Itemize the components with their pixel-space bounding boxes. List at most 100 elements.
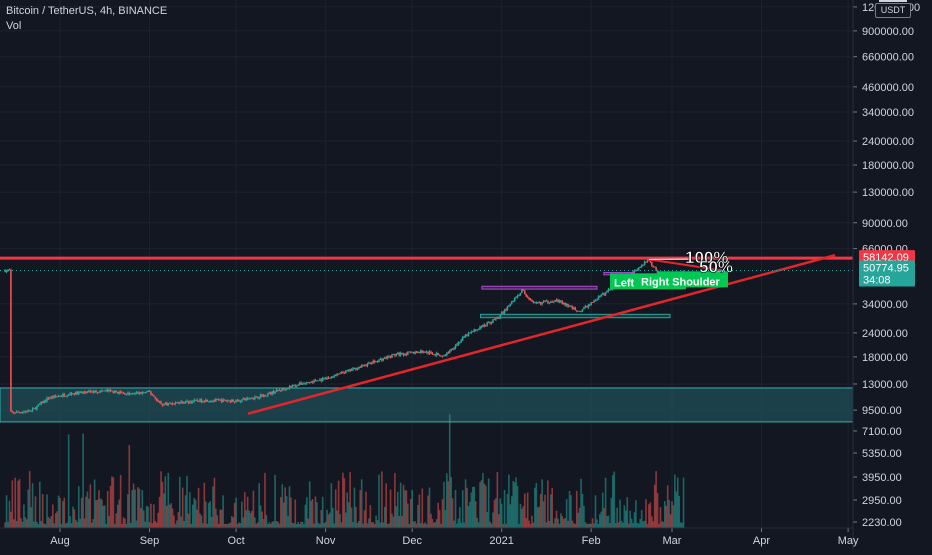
volume-bar bbox=[510, 504, 512, 528]
volume-bar bbox=[320, 510, 322, 528]
volume-bar bbox=[642, 521, 644, 528]
volume-bar bbox=[201, 515, 203, 528]
volume-bar bbox=[32, 483, 34, 528]
volume-bar bbox=[289, 486, 291, 528]
currency-unit: USDT bbox=[881, 5, 906, 15]
volume-bar bbox=[501, 504, 503, 528]
candle-body bbox=[186, 401, 188, 402]
candle-body bbox=[163, 404, 165, 405]
volume-bar bbox=[193, 498, 195, 528]
volume-bar bbox=[61, 524, 63, 528]
candle-body bbox=[365, 366, 367, 367]
candle-body bbox=[595, 301, 597, 302]
indicator-label[interactable]: Vol bbox=[6, 19, 167, 34]
volume-bar bbox=[424, 522, 426, 528]
volume-bar bbox=[495, 498, 497, 528]
candle-body bbox=[329, 378, 331, 379]
volume-bar bbox=[600, 512, 602, 528]
candle-body bbox=[354, 368, 356, 369]
time-tick-label: 2021 bbox=[489, 535, 513, 547]
candle-body bbox=[533, 301, 535, 302]
volume-bar bbox=[130, 523, 132, 528]
price-tick-label: 130000.00 bbox=[862, 187, 914, 199]
volume-bar bbox=[387, 524, 389, 528]
volume-bar bbox=[372, 522, 374, 528]
time-tick-label: Sep bbox=[140, 535, 160, 547]
price-tick-label: 340000.00 bbox=[862, 107, 914, 119]
volume-bar bbox=[486, 512, 488, 528]
candle-body bbox=[271, 391, 273, 394]
candle-body bbox=[312, 382, 314, 383]
volume-bar bbox=[263, 519, 265, 528]
volume-bar bbox=[344, 478, 346, 528]
volume-bar bbox=[227, 524, 229, 528]
volume-bar bbox=[17, 481, 19, 528]
candle-body bbox=[152, 394, 154, 395]
volume-bar bbox=[322, 497, 324, 528]
candle-body bbox=[62, 394, 64, 396]
candle-body bbox=[136, 393, 138, 394]
candle-body bbox=[432, 353, 434, 355]
volume-bar bbox=[420, 523, 422, 528]
range-box-purple[interactable] bbox=[482, 286, 597, 289]
volume-bar bbox=[436, 519, 438, 528]
volume-bar bbox=[20, 518, 22, 528]
candle-body bbox=[385, 357, 387, 358]
range-box-teal[interactable] bbox=[481, 314, 670, 317]
volume-bar bbox=[641, 510, 643, 528]
candle-body bbox=[222, 399, 224, 402]
volume-bar bbox=[482, 473, 484, 528]
volume-bar bbox=[163, 493, 165, 528]
currency-unit-badge[interactable]: USDT bbox=[875, 3, 911, 18]
volume-bar bbox=[572, 521, 574, 528]
volume-bar bbox=[384, 507, 386, 528]
candle-body bbox=[20, 412, 22, 413]
candle-body bbox=[469, 333, 471, 334]
candle-body bbox=[511, 301, 513, 303]
candle-body bbox=[440, 356, 442, 357]
candle-body bbox=[263, 395, 265, 396]
candle-body bbox=[43, 401, 45, 404]
volume-bar bbox=[131, 490, 133, 528]
volume-bar bbox=[540, 494, 542, 528]
candle-body bbox=[427, 352, 429, 354]
candle-body bbox=[638, 268, 640, 270]
candle-body bbox=[120, 392, 122, 393]
candle-body bbox=[238, 400, 240, 401]
candle-body bbox=[429, 352, 431, 354]
candle-body bbox=[319, 380, 321, 381]
volume-bar bbox=[644, 521, 646, 528]
volume-bar bbox=[345, 513, 347, 528]
volume-bar bbox=[677, 478, 679, 528]
volume-bar bbox=[377, 520, 379, 528]
volume-bar bbox=[566, 499, 568, 528]
candle-body bbox=[420, 351, 422, 353]
volume-bar bbox=[81, 498, 83, 528]
candle-body bbox=[384, 357, 386, 358]
candle-body bbox=[65, 396, 67, 397]
candle-body bbox=[51, 397, 53, 398]
candle-body bbox=[201, 399, 203, 402]
volume-bar bbox=[214, 478, 216, 528]
candle-body bbox=[147, 391, 149, 392]
volume-bar bbox=[128, 445, 130, 528]
volume-bar bbox=[55, 513, 57, 528]
volume-bar bbox=[512, 481, 514, 528]
time-tick-label: Dec bbox=[402, 535, 422, 547]
volume-bar bbox=[176, 520, 178, 528]
volume-bar bbox=[300, 522, 302, 528]
volume-bar bbox=[13, 519, 15, 528]
candle-body bbox=[66, 396, 68, 397]
candle-body bbox=[494, 319, 496, 320]
candle-body bbox=[445, 355, 447, 356]
candle-body bbox=[564, 303, 566, 305]
candle-body bbox=[639, 267, 641, 268]
volume-bar bbox=[648, 504, 650, 528]
candle-body bbox=[456, 344, 458, 345]
volume-bar bbox=[621, 521, 623, 528]
candle-body bbox=[247, 398, 249, 399]
volume-bar bbox=[293, 523, 295, 528]
volume-bar bbox=[355, 507, 357, 528]
